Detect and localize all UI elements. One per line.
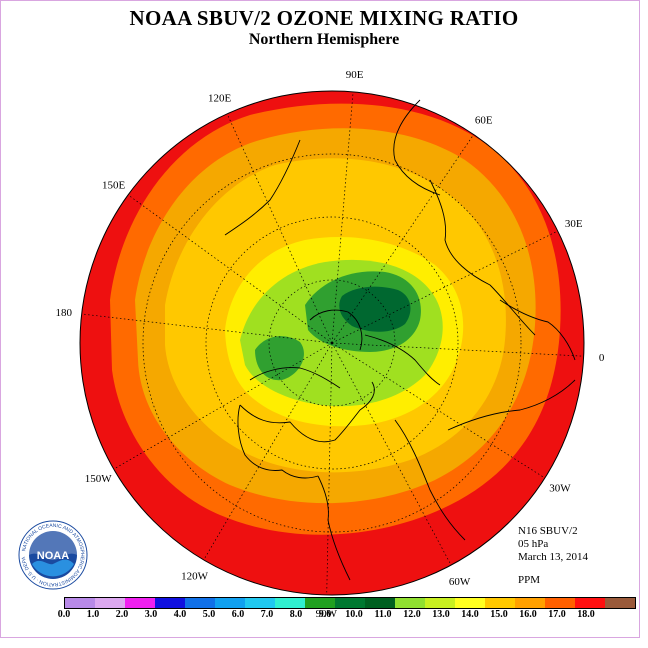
legend-swatch — [455, 598, 485, 608]
legend-tick-label: 16.0 — [519, 609, 537, 620]
longitude-label: 60W — [449, 576, 471, 588]
legend-swatch — [395, 598, 425, 608]
longitude-label: 150W — [85, 473, 113, 485]
legend-tick-label: 6.0 — [231, 609, 245, 620]
coastlines — [224, 99, 576, 581]
longitude-label: 90W — [316, 608, 338, 620]
legend-tick-label: 11.0 — [374, 609, 392, 620]
longitude-label: 150E — [102, 179, 126, 191]
legend-tick-label: 13.0 — [432, 609, 450, 620]
legend-tick-label: 17.0 — [548, 609, 566, 620]
legend-swatch — [545, 598, 575, 608]
legend-swatch — [515, 598, 545, 608]
legend-tick-label: 2.0 — [115, 609, 129, 620]
legend-tick-label: 10.0 — [345, 609, 363, 620]
figure-frame — [0, 0, 640, 638]
longitude-label: 60E — [475, 115, 493, 127]
graticule — [142, 153, 522, 533]
observation-date: March 13, 2014 — [518, 551, 588, 563]
color-scale-legend — [64, 597, 636, 609]
map-disc-outline — [79, 90, 585, 596]
satellite-label: N16 SBUV/2 — [518, 525, 578, 537]
legend-swatch — [605, 598, 635, 608]
map-subtitle: Northern Hemisphere — [248, 31, 400, 48]
legend-tick-label: 12.0 — [403, 609, 421, 620]
legend-swatch — [575, 598, 605, 608]
legend-tick-label: 4.0 — [173, 609, 187, 620]
legend-tick-label: 1.0 — [86, 609, 100, 620]
noaa-emblem-icon: NOAA NATIONAL OCEANIC AND ATMOSPHERIC AD… — [16, 516, 88, 590]
legend-tick-label: 5.0 — [202, 609, 216, 620]
longitude-labels: 90E 60E 30E 0 30W 60W 90W 120W 150W 180 150E 120E — [56, 69, 605, 620]
pressure-level: 05 hPa — [518, 538, 549, 550]
legend-swatch — [425, 598, 455, 608]
legend-tick-label: 0.0 — [57, 609, 71, 620]
legend-swatch — [185, 598, 215, 608]
legend-swatch — [335, 598, 365, 608]
legend-tick-label: 3.0 — [144, 609, 158, 620]
legend-swatch — [155, 598, 185, 608]
latitude-circle — [268, 279, 396, 407]
longitude-label: 180 — [56, 307, 73, 319]
longitude-label: 30E — [565, 218, 583, 230]
longitude-label: 0 — [599, 352, 605, 364]
legend-tick-labels: 0.0 1.0 2.0 3.0 4.0 5.0 6.0 7.0 8.0 9.0 10.0 11.0 12… — [54, 609, 595, 623]
map-title: NOAA SBUV/2 OZONE MIXING RATIO — [129, 6, 519, 30]
legend-tick-label: 8.0 — [289, 609, 303, 620]
legend-swatch — [485, 598, 515, 608]
legend-tick-label: 7.0 — [260, 609, 274, 620]
legend-swatch — [65, 598, 95, 608]
legend-swatch — [245, 598, 275, 608]
legend-tick-label: 14.0 — [461, 609, 479, 620]
legend-swatch — [365, 598, 395, 608]
noaa-logo: NOAA NATIONAL OCEANIC AND ATMOSPHERIC AD… — [16, 516, 88, 590]
latitude-circle — [205, 216, 459, 470]
units-label: PPM — [518, 574, 541, 586]
noaa-logo-text: NOAA — [37, 550, 69, 562]
legend-tick-label: 18.0 — [577, 609, 595, 620]
legend-swatch — [275, 598, 305, 608]
legend-tick-label: 15.0 — [490, 609, 508, 620]
legend-swatch — [305, 598, 335, 608]
legend-tick-label: 9.0 — [318, 609, 332, 620]
latitude-circle — [142, 153, 522, 533]
legend-swatch — [125, 598, 155, 608]
longitude-label: 30W — [549, 483, 571, 495]
legend-swatch — [95, 598, 125, 608]
legend-swatch — [215, 598, 245, 608]
longitude-label: 120W — [181, 570, 209, 582]
longitude-label: 120E — [208, 93, 232, 105]
longitude-label: 90E — [346, 69, 364, 81]
